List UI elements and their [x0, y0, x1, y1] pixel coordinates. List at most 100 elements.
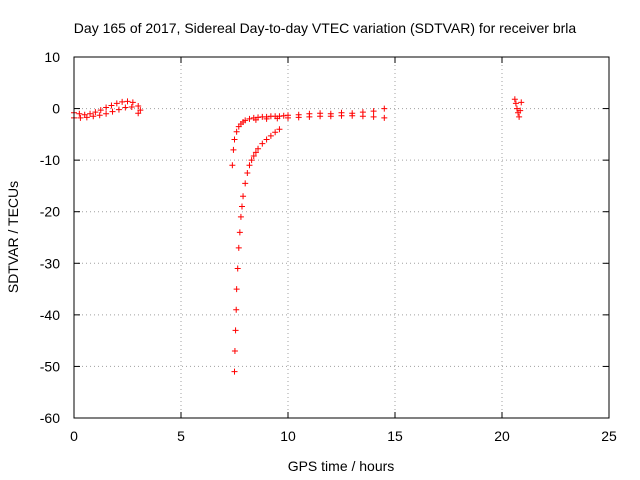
data-point	[238, 203, 245, 210]
y-tick-label: -10	[40, 152, 60, 168]
data-point	[242, 117, 249, 124]
data-point	[137, 107, 144, 114]
data-point	[349, 112, 356, 119]
data-point	[246, 162, 253, 169]
y-tick-label: -60	[40, 410, 60, 426]
data-point	[327, 113, 334, 120]
data-point	[272, 129, 279, 136]
series-arc-2	[229, 105, 388, 169]
data-point	[234, 265, 241, 272]
data-point	[129, 99, 136, 106]
data-point	[250, 153, 257, 160]
plot-frame	[73, 56, 610, 419]
data-point	[87, 110, 94, 117]
data-point	[513, 105, 520, 112]
series-arc-2-lower	[252, 112, 388, 123]
data-point	[317, 113, 324, 120]
data-point	[381, 105, 388, 112]
x-tick-label: 20	[494, 428, 510, 444]
data-point	[276, 126, 283, 133]
y-tick-label: -50	[40, 358, 60, 374]
data-point	[518, 99, 525, 106]
data-point	[231, 368, 238, 375]
data-point	[359, 113, 366, 120]
data-point	[263, 115, 270, 122]
x-tick-label: 5	[177, 428, 185, 444]
data-point	[76, 110, 83, 117]
series-arc-1	[71, 98, 144, 118]
data-point	[381, 114, 388, 121]
x-tick-label: 10	[280, 428, 296, 444]
data-point	[370, 113, 377, 120]
data-point	[242, 180, 249, 187]
data-point	[295, 114, 302, 121]
data-point	[115, 106, 122, 113]
data-point	[103, 104, 110, 111]
y-tick-label: 0	[52, 101, 60, 117]
data-point	[229, 162, 236, 169]
series-arc-1-lower	[71, 104, 142, 121]
y-axis-label: SDTVAR / TECUs	[5, 181, 21, 293]
data-point	[370, 108, 377, 115]
y-tick-label: -20	[40, 204, 60, 220]
data-point	[267, 132, 274, 139]
data-point	[246, 115, 253, 122]
data-point	[232, 327, 239, 334]
data-point	[306, 113, 313, 120]
data-point	[248, 157, 255, 164]
data-point	[124, 98, 131, 105]
data-point	[233, 286, 240, 293]
y-tick-label: -30	[40, 255, 60, 271]
x-tick-label: 0	[70, 428, 78, 444]
data-point	[274, 115, 281, 122]
data-point	[96, 112, 103, 119]
data-point	[135, 102, 142, 109]
series-arc-3	[231, 126, 283, 375]
data-point	[108, 102, 115, 109]
data-point	[230, 146, 237, 153]
data-point	[285, 114, 291, 121]
data-point	[128, 104, 135, 111]
series-arc-4	[511, 96, 525, 120]
data-point	[90, 113, 97, 120]
data-point	[252, 116, 259, 123]
data-point	[244, 170, 251, 177]
data-point	[280, 112, 287, 119]
data-point	[511, 96, 518, 103]
data-point	[263, 136, 270, 143]
data-point	[233, 306, 240, 313]
x-axis-label: GPS time / hours	[288, 458, 395, 474]
data-point	[109, 108, 116, 115]
x-axis-ticks: 0 5 10 15 20 25	[70, 57, 617, 444]
data-point	[119, 98, 126, 105]
chart-title: Day 165 of 2017, Sidereal Day-to-day VTE…	[74, 20, 577, 36]
x-tick-label: 25	[601, 428, 617, 444]
data-point	[252, 149, 259, 156]
data-point	[97, 107, 104, 114]
data-points	[71, 96, 525, 375]
y-axis-ticks: -60 -50 -40 -30 -20 -10 0 10	[40, 49, 609, 426]
data-point	[231, 347, 238, 354]
data-point	[516, 113, 523, 120]
data-point	[103, 110, 110, 117]
data-point	[255, 145, 262, 152]
data-point	[259, 140, 266, 147]
y-tick-label: -40	[40, 307, 60, 323]
data-point	[235, 244, 242, 251]
data-point	[338, 112, 345, 119]
data-point	[92, 109, 99, 116]
data-point	[517, 107, 524, 114]
y-tick-label: 10	[44, 49, 60, 65]
x-tick-label: 15	[387, 428, 403, 444]
data-point	[237, 213, 244, 220]
data-point	[240, 193, 247, 200]
data-point	[83, 114, 90, 121]
data-point	[233, 128, 240, 135]
data-point	[236, 229, 243, 236]
data-point	[122, 104, 129, 111]
data-point	[77, 114, 84, 121]
data-point	[231, 136, 238, 143]
data-point	[135, 110, 142, 117]
data-point	[512, 100, 519, 107]
